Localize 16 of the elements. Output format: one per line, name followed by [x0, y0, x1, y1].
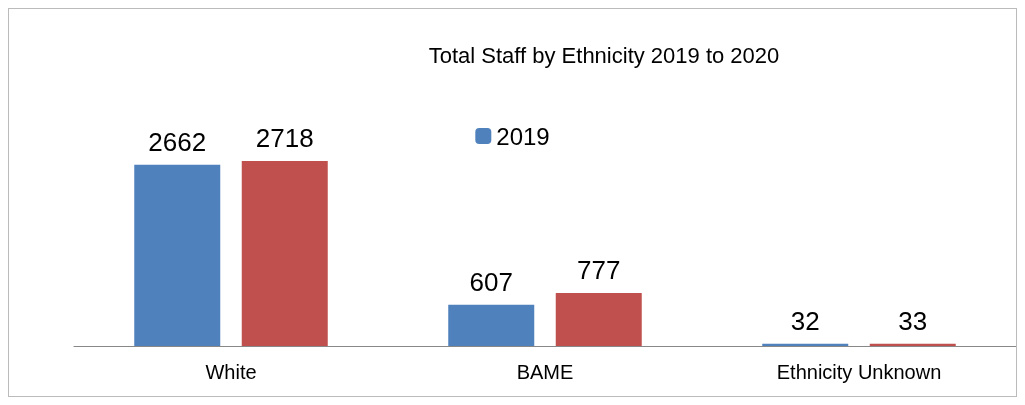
bar [448, 304, 535, 346]
data-label: 777 [577, 255, 621, 286]
data-label: 33 [898, 305, 928, 336]
bar [241, 161, 328, 346]
bar [762, 343, 849, 346]
x-tick-label: BAME [516, 361, 574, 383]
bar [555, 293, 642, 346]
x-tick-label: White [205, 361, 257, 383]
data-label: 607 [469, 266, 513, 297]
x-tick-label: Ethnicity Unknown [776, 361, 942, 383]
chart-title: Total Staff by Ethnicity 2019 to 2020 [428, 42, 780, 68]
data-label: 2662 [148, 126, 207, 157]
bar [134, 164, 221, 346]
legend-label: 2019 [496, 122, 550, 150]
data-label: 2718 [255, 123, 314, 153]
data-label: 32 [790, 305, 820, 336]
